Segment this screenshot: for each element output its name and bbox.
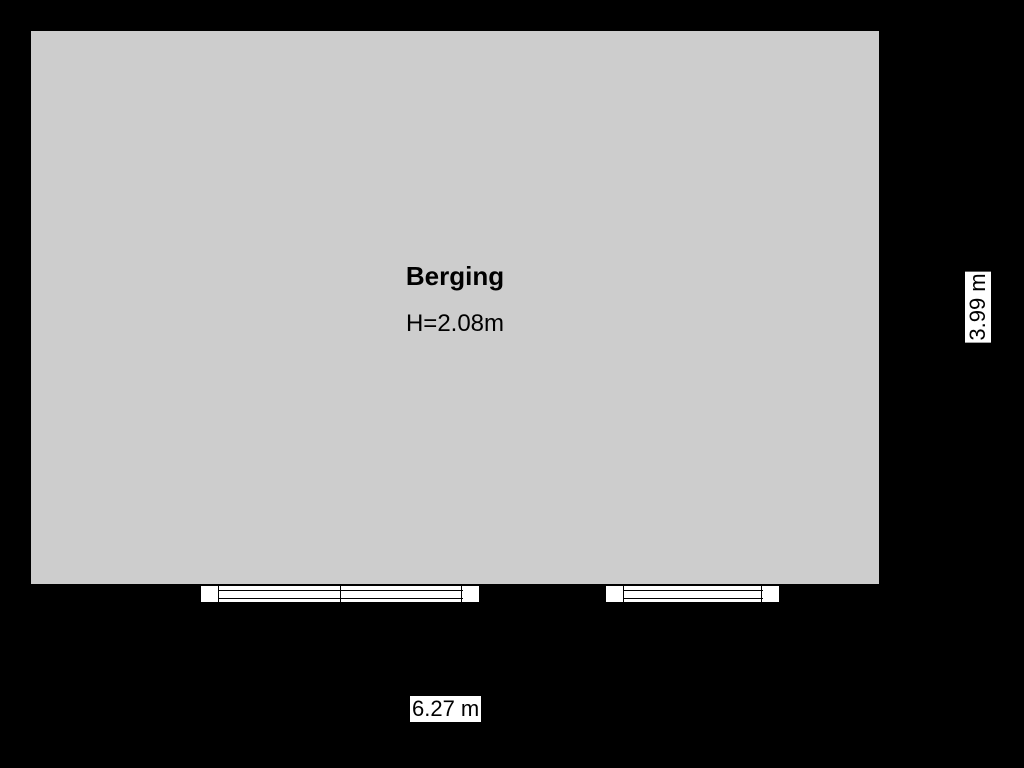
floor-plan-canvas: Berging H=2.08m 6.27 m 3.99 m xyxy=(0,0,1024,768)
single-window xyxy=(605,585,780,603)
room-height-label: H=2.08m xyxy=(31,310,879,338)
dimension-height-label: 3.99 m xyxy=(965,271,991,342)
dimension-width-label: 6.27 m xyxy=(410,696,481,722)
double-window xyxy=(200,585,480,603)
room-name: Berging xyxy=(31,261,879,292)
room-berging: Berging H=2.08m xyxy=(30,30,880,585)
room-label-block: Berging H=2.08m xyxy=(31,261,879,338)
